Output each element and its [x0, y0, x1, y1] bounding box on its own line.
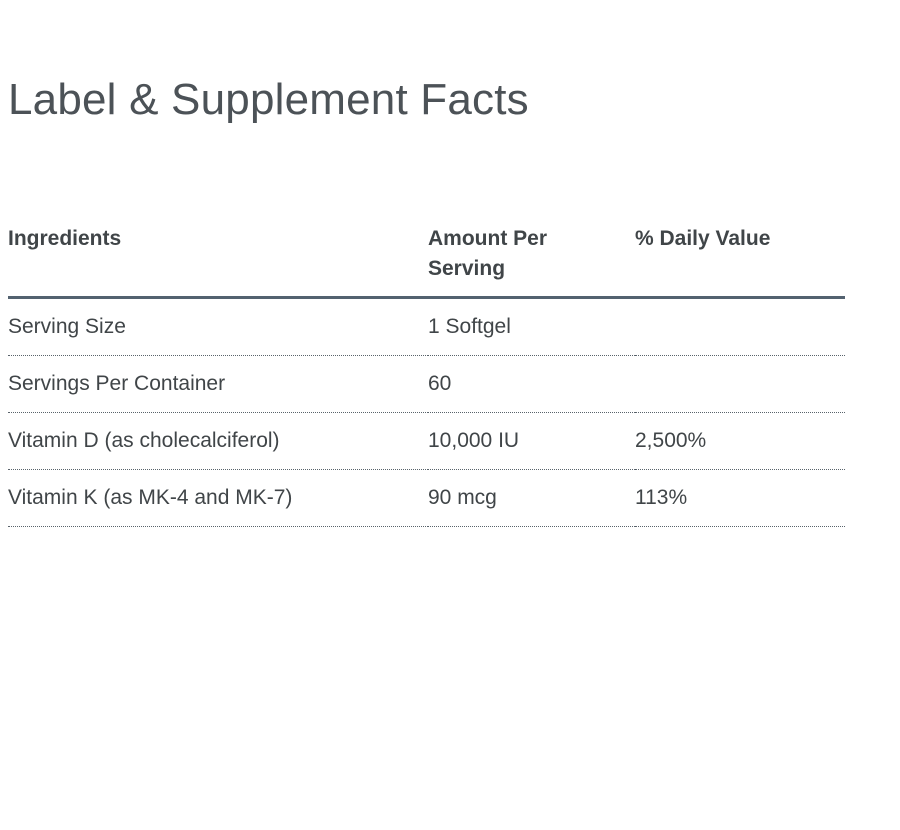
- ingredient-daily-value: [635, 355, 845, 413]
- table-body: Serving Size 1 Softgel Servings Per Cont…: [8, 297, 845, 527]
- table-row: Serving Size 1 Softgel: [8, 297, 845, 356]
- column-header-daily-value: % Daily Value: [635, 224, 845, 299]
- column-header-amount-per-serving: Amount Per Serving: [428, 224, 635, 299]
- ingredient-daily-value: 2,500%: [635, 412, 845, 470]
- ingredient-daily-value: [635, 297, 845, 356]
- column-header-ingredients: Ingredients: [8, 224, 428, 299]
- ingredient-name: Vitamin K (as MK-4 and MK-7): [8, 469, 428, 527]
- supplement-facts-table: Ingredients Amount Per Serving % Daily V…: [8, 224, 845, 527]
- ingredient-amount: 60: [428, 355, 635, 413]
- ingredient-amount: 90 mcg: [428, 469, 635, 527]
- ingredient-name: Vitamin D (as cholecalciferol): [8, 412, 428, 470]
- table-row: Vitamin D (as cholecalciferol) 10,000 IU…: [8, 412, 845, 470]
- table-row: Servings Per Container 60: [8, 355, 845, 413]
- ingredient-name: Servings Per Container: [8, 355, 428, 413]
- ingredient-name: Serving Size: [8, 297, 428, 356]
- ingredient-amount: 1 Softgel: [428, 297, 635, 356]
- table-header-row: Ingredients Amount Per Serving % Daily V…: [8, 224, 845, 299]
- ingredient-daily-value: 113%: [635, 469, 845, 527]
- ingredient-amount: 10,000 IU: [428, 412, 635, 470]
- page-title: Label & Supplement Facts: [8, 75, 529, 124]
- table-row: Vitamin K (as MK-4 and MK-7) 90 mcg 113%: [8, 469, 845, 527]
- table-header: Ingredients Amount Per Serving % Daily V…: [8, 224, 845, 299]
